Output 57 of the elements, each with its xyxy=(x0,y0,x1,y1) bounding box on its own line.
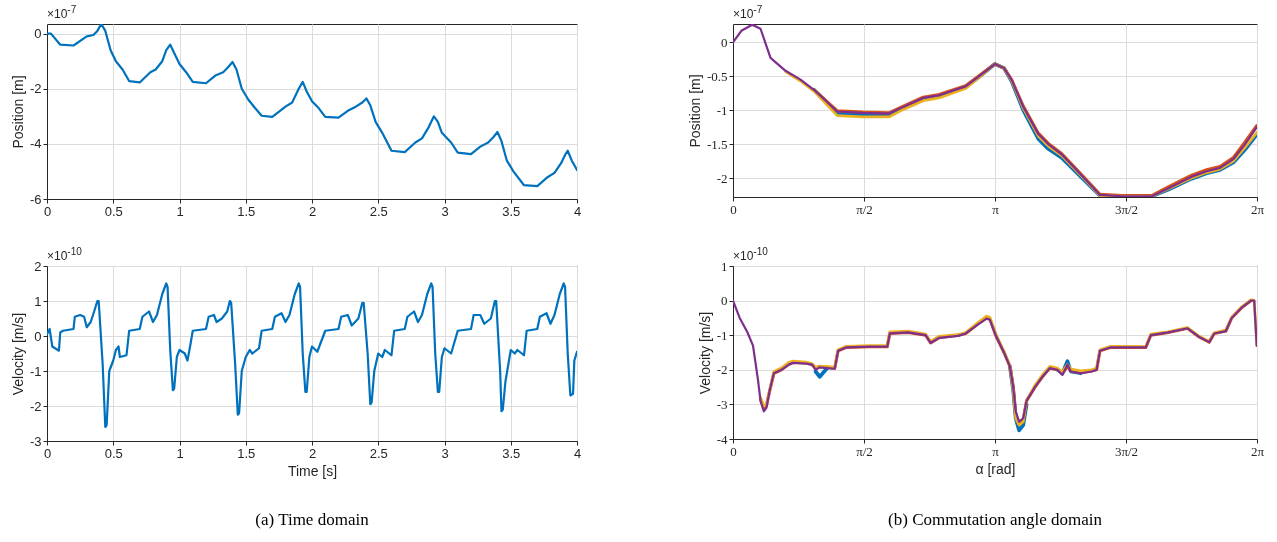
x-tick-label: π xyxy=(992,201,1000,217)
y-tick-label: 0 xyxy=(721,293,728,309)
text: ×10$^{-10}$ xyxy=(733,246,768,263)
x-tick-label: π/2 xyxy=(856,443,873,459)
x-tick-label: 3.5 xyxy=(502,445,521,461)
text: ×10$^{-7}$ xyxy=(47,4,77,21)
x-axis-title: α [rad] xyxy=(975,460,1016,477)
x-tick-label: 4 xyxy=(573,445,582,461)
y-tick-label: 0 xyxy=(721,34,728,50)
x-tick-label: 1 xyxy=(176,203,184,219)
y-tick-label: -0.5 xyxy=(706,68,728,84)
x-tick-label: 2 xyxy=(308,445,317,461)
y-tick-label: -1 xyxy=(29,363,42,379)
x-tick-label: 0.5 xyxy=(104,445,123,461)
y-tick-label: 0 xyxy=(34,328,42,344)
y-tick-label: -1 xyxy=(716,102,728,118)
x-tick-label: 0.5 xyxy=(104,203,123,219)
y-axis-title: Position [m] xyxy=(9,75,26,149)
y-tick-label: -4 xyxy=(716,431,728,447)
y-tick-label: 2 xyxy=(34,258,42,274)
x-tick-label: 2π xyxy=(1250,201,1265,217)
y-tick-label: -2 xyxy=(29,81,42,97)
y-tick-label: -2 xyxy=(716,362,728,378)
y-tick-label: -2 xyxy=(29,398,42,414)
x-tick-label: 2.5 xyxy=(369,203,388,219)
text: (a) Time domain xyxy=(255,510,369,530)
y-axis-title: Position [m] xyxy=(686,74,703,148)
x-tick-label: 3 xyxy=(441,203,449,219)
x-tick-label: 3.5 xyxy=(502,203,521,219)
text: ×10$^{-7}$ xyxy=(733,4,763,21)
x-tick-label: 3 xyxy=(441,445,449,461)
y-tick-label: -2 xyxy=(716,170,728,186)
x-tick-label: π xyxy=(992,443,1000,459)
x-tick-label: π/2 xyxy=(856,201,873,217)
y-tick-label: 0 xyxy=(34,26,42,42)
x-tick-label: 3π/2 xyxy=(1114,201,1139,217)
x-tick-label: 1.5 xyxy=(237,203,256,219)
y-tick-label: 1 xyxy=(34,293,42,309)
x-tick-label: 1.5 xyxy=(237,445,256,461)
y-tick-label: -6 xyxy=(29,191,42,207)
y-tick-label: -3 xyxy=(29,433,42,449)
x-axis-title: Time [s] xyxy=(287,462,338,479)
y-axis-title: Velocity [m/s] xyxy=(9,312,26,396)
y-axis-title: Velocity [m/s] xyxy=(696,311,713,395)
x-tick-label: 3π/2 xyxy=(1114,443,1139,459)
x-tick-label: 1 xyxy=(176,445,184,461)
text: (b) Commutation angle domain xyxy=(888,510,1102,530)
text: ×10$^{-10}$ xyxy=(47,246,82,263)
x-tick-label: 2.5 xyxy=(369,445,388,461)
y-tick-label: -4 xyxy=(29,136,42,152)
y-tick-label: 1 xyxy=(721,258,728,274)
y-tick-label: -3 xyxy=(716,396,728,412)
y-tick-label: -1 xyxy=(716,327,728,343)
x-tick-label: 2π xyxy=(1250,443,1265,459)
x-tick-label: 2 xyxy=(308,203,317,219)
y-tick-label: -1.5 xyxy=(706,136,728,152)
x-tick-label: 4 xyxy=(573,203,582,219)
